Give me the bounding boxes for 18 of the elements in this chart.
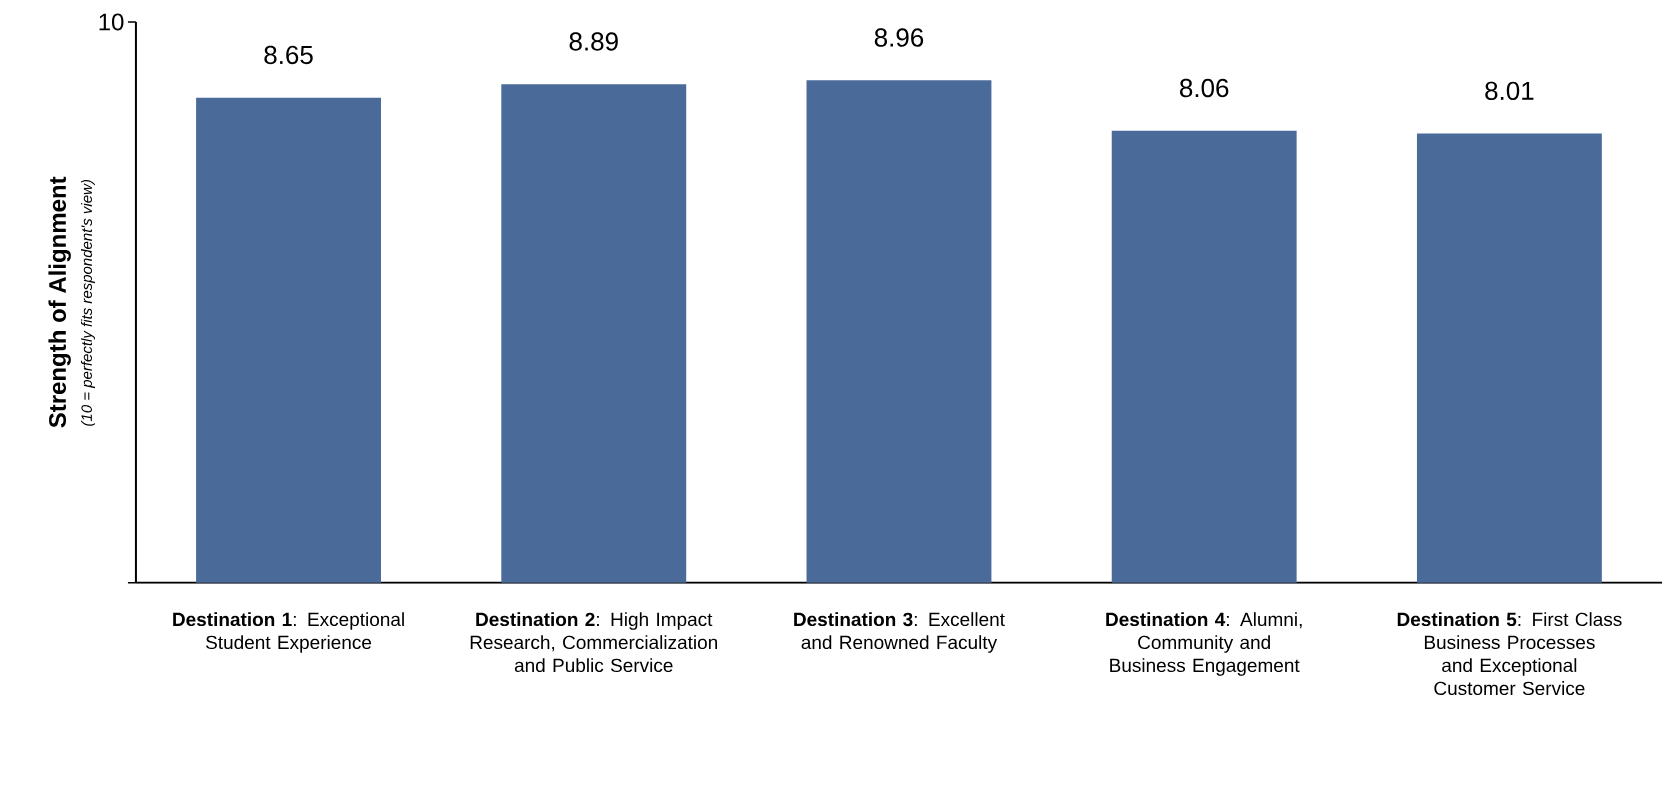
y-axis-title: Strength of Alignment — [48, 176, 71, 428]
x-tick-label: Destination 3: Excellent and Renowned Faculty — [794, 612, 1005, 654]
data-label: 8.89 — [569, 32, 618, 51]
bar — [1416, 133, 1602, 583]
bar — [1111, 130, 1297, 583]
data-label: 8.65 — [264, 45, 313, 65]
x-tick-label: Destination 5: First Class Business Processes and Exceptional Customer Service — [1397, 612, 1622, 696]
data-label: 8.96 — [874, 28, 924, 47]
data-label: 8.01 — [1485, 81, 1534, 101]
x-tick-label: Destination 1: Exceptional Student Experience — [173, 612, 404, 654]
x-tick-label: Destination 2: High Impact Research, Commercialization and Public Service — [470, 612, 717, 673]
bar — [196, 97, 381, 583]
data-label: 8.06 — [1180, 79, 1229, 98]
text: (10 = perfectly fits respondent's view) — [80, 180, 95, 427]
bar — [501, 84, 687, 583]
bar — [806, 80, 992, 583]
y-tick-label: 10 — [99, 13, 124, 31]
x-tick-label: Destination 4: Alumni, Community and Business Engagement — [1106, 612, 1302, 677]
